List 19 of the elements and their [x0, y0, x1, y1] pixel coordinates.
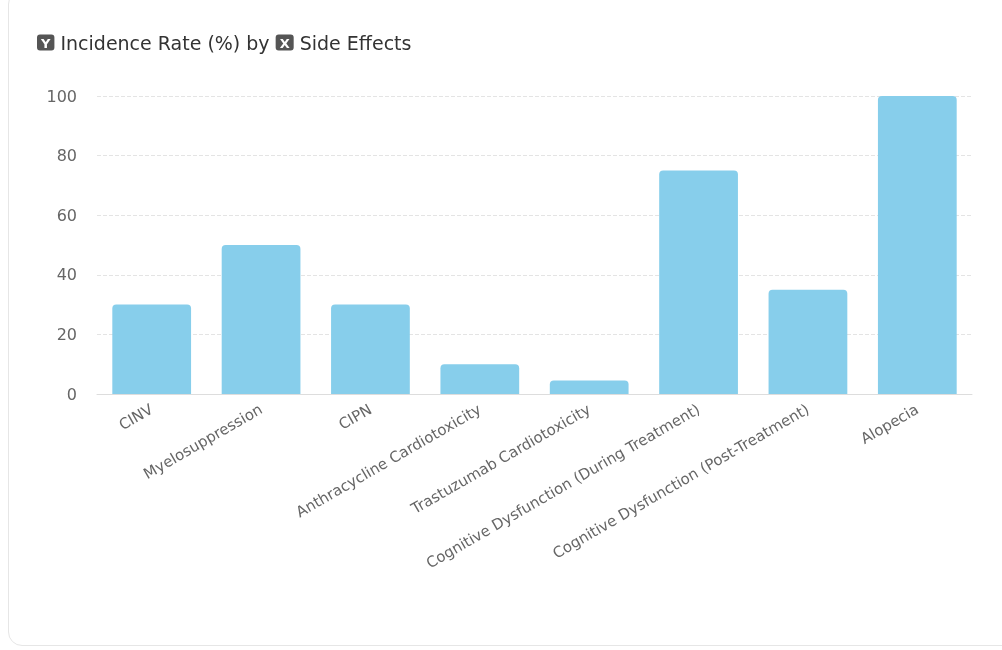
y-tick-label: 100: [46, 86, 77, 106]
bar: [221, 245, 301, 394]
bar: [549, 380, 629, 394]
bar: [440, 364, 520, 394]
x-axis-title: Side Effects: [293, 31, 412, 54]
y-tick-label: 80: [56, 146, 77, 166]
bar: [877, 96, 957, 394]
text: Y: [40, 35, 51, 51]
bar: [768, 289, 848, 394]
y-tick-label: 20: [56, 324, 77, 344]
text: Incidence Rate (%) by: [60, 31, 270, 54]
bar: [659, 170, 738, 394]
y-tick-label: 60: [56, 205, 77, 225]
x-tick-label: CIPN: [335, 400, 375, 434]
y-tick-label: 40: [56, 265, 77, 285]
bar: [112, 304, 192, 394]
y-tick-label: 0: [66, 384, 77, 404]
text: X: [279, 35, 290, 51]
bar: [331, 304, 410, 394]
